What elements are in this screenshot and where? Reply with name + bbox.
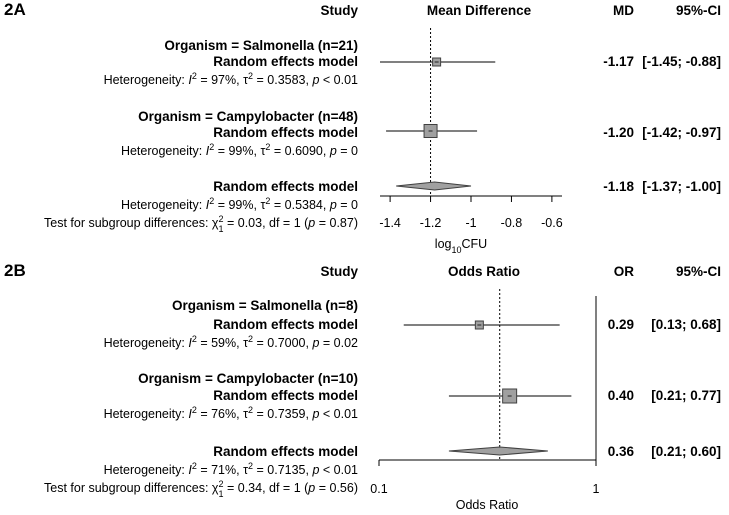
x-axis-label: log10CFU bbox=[435, 237, 487, 255]
estimate-value: -1.17 bbox=[603, 54, 634, 69]
header-estimate: MD bbox=[613, 3, 634, 18]
panel-label-2a: 2A bbox=[4, 0, 26, 19]
subgroup-test-text: Test for subgroup differences: χ2 1 = 0.0… bbox=[44, 214, 358, 234]
header-ci: 95%-CI bbox=[676, 264, 721, 279]
subgroup-title: Organism = Salmonella (n=21) bbox=[164, 38, 358, 53]
overall-model-label: Random effects model bbox=[213, 179, 358, 194]
panel-label-2b: 2B bbox=[4, 261, 26, 280]
panel-2a: 2A Study Mean Difference MD 95%-CI Organ… bbox=[4, 0, 721, 255]
header-ci: 95%-CI bbox=[676, 3, 721, 18]
heterogeneity-text: Heterogeneity: I2 = 59%, τ2 = 0.7000, p … bbox=[104, 334, 358, 350]
x-tick-label: -1.2 bbox=[420, 216, 442, 230]
ci-value: [-1.42; -0.97] bbox=[642, 125, 721, 140]
estimate-value: 0.36 bbox=[608, 444, 635, 459]
subgroup-title: Organism = Campylobacter (n=48) bbox=[138, 109, 358, 124]
header-effect: Mean Difference bbox=[427, 3, 532, 18]
plot-area-2a: -1.4 -1.2 -1 -0.8 -0.6 bbox=[379, 28, 563, 230]
x-tick-label: 1 bbox=[593, 482, 600, 496]
plot-area-2b: 0.1 1 bbox=[370, 289, 600, 496]
subgroup-title: Organism = Salmonella (n=8) bbox=[172, 298, 358, 313]
x-tick-label: -1.4 bbox=[379, 216, 401, 230]
panel-2b: 2B Study Odds Ratio OR 95%-CI Organism =… bbox=[4, 261, 721, 512]
model-label: Random effects model bbox=[213, 388, 358, 403]
header-study: Study bbox=[320, 3, 358, 18]
header-effect: Odds Ratio bbox=[448, 264, 520, 279]
x-axis-label: Odds Ratio bbox=[456, 498, 519, 512]
model-label: Random effects model bbox=[213, 317, 358, 332]
heterogeneity-text: Heterogeneity: I2 = 76%, τ2 = 0.7359, p … bbox=[104, 405, 358, 421]
ci-value: [0.21; 0.77] bbox=[651, 388, 721, 403]
ci-value: [-1.37; -1.00] bbox=[642, 179, 721, 194]
overall-diamond bbox=[448, 446, 548, 456]
heterogeneity-text: Heterogeneity: I2 = 99%, τ2 = 0.6090, p … bbox=[121, 142, 358, 158]
ci-value: [0.13; 0.68] bbox=[651, 317, 721, 332]
overall-diamond bbox=[396, 181, 472, 191]
model-label: Random effects model bbox=[213, 125, 358, 140]
estimate-value: -1.20 bbox=[603, 125, 634, 140]
x-tick-label: -1 bbox=[465, 216, 476, 230]
heterogeneity-text: Heterogeneity: I2 = 97%, τ2 = 0.3583, p … bbox=[104, 71, 358, 87]
x-tick-label: -0.8 bbox=[501, 216, 523, 230]
model-label: Random effects model bbox=[213, 54, 358, 69]
ci-value: [0.21; 0.60] bbox=[651, 444, 721, 459]
x-tick-label: -0.6 bbox=[541, 216, 563, 230]
header-estimate: OR bbox=[614, 264, 635, 279]
ci-value: [-1.45; -0.88] bbox=[642, 54, 721, 69]
subgroup-test-text: Test for subgroup differences: χ2 1 = 0.3… bbox=[44, 479, 358, 499]
x-tick-label: 0.1 bbox=[370, 482, 387, 496]
heterogeneity-text: Heterogeneity: I2 = 99%, τ2 = 0.5384, p … bbox=[121, 196, 358, 212]
overall-model-label: Random effects model bbox=[213, 444, 358, 459]
subgroup-title: Organism = Campylobacter (n=10) bbox=[138, 371, 358, 386]
estimate-value: -1.18 bbox=[603, 179, 634, 194]
header-study: Study bbox=[320, 264, 358, 279]
estimate-value: 0.40 bbox=[608, 388, 634, 403]
estimate-value: 0.29 bbox=[608, 317, 634, 332]
heterogeneity-text: Heterogeneity: I2 = 71%, τ2 = 0.7135, p … bbox=[104, 461, 358, 477]
